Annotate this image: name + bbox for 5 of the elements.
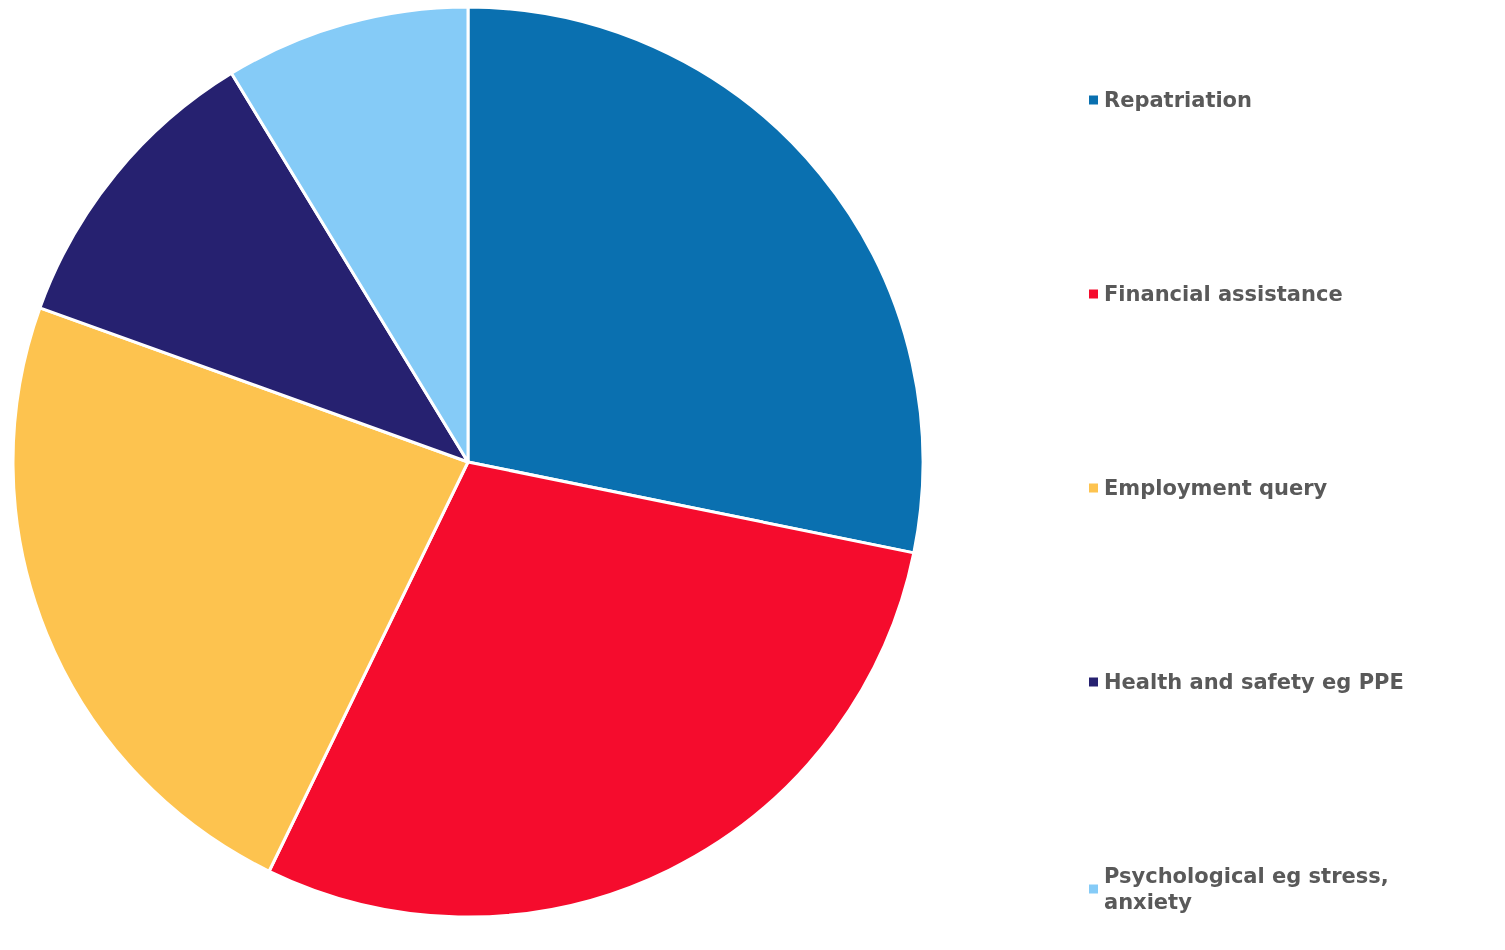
legend-label: Health and safety eg PPE <box>1104 670 1404 694</box>
legend-label: Repatriation <box>1104 88 1252 112</box>
legend-label: Employment query <box>1104 476 1328 500</box>
legend-label: Financial assistance <box>1104 282 1343 306</box>
legend-label: Psychological eg stress, anxiety <box>1104 864 1397 914</box>
